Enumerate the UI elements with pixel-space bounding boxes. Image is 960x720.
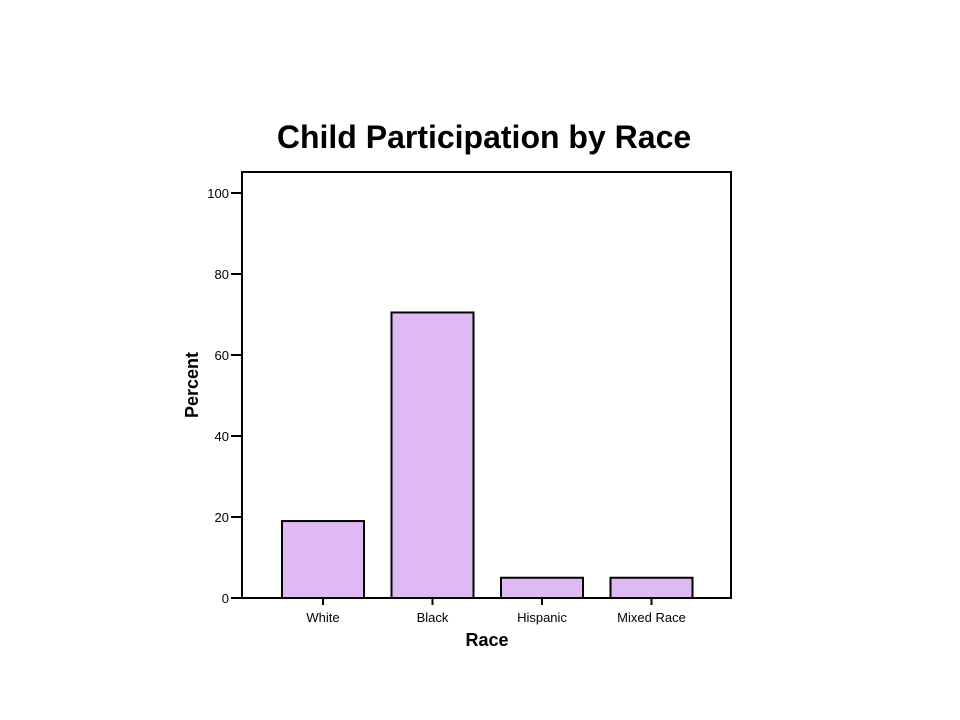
x-axis: White Black Hispanic Mixed Race bbox=[306, 598, 686, 625]
x-tick-label: Mixed Race bbox=[617, 610, 686, 625]
x-axis-title: Race bbox=[465, 630, 508, 650]
y-tick-label: 20 bbox=[215, 510, 229, 525]
bar-black bbox=[390, 311, 475, 599]
y-tick-label: 40 bbox=[215, 429, 229, 444]
bars-group bbox=[281, 311, 694, 599]
bar-mixed-race bbox=[609, 576, 694, 599]
y-tick-label: 100 bbox=[207, 186, 229, 201]
y-tick-label: 80 bbox=[215, 267, 229, 282]
y-tick-label: 60 bbox=[215, 348, 229, 363]
bar-hispanic bbox=[500, 576, 584, 599]
y-axis-title: Percent bbox=[182, 352, 202, 418]
x-tick-label: White bbox=[306, 610, 339, 625]
chart-title: Child Participation by Race bbox=[277, 119, 691, 155]
x-tick-label: Hispanic bbox=[517, 610, 567, 625]
y-tick-label: 0 bbox=[222, 591, 229, 606]
y-axis: 0 20 40 60 80 100 bbox=[207, 186, 242, 606]
bar-white bbox=[281, 520, 365, 599]
x-tick-label: Black bbox=[417, 610, 449, 625]
